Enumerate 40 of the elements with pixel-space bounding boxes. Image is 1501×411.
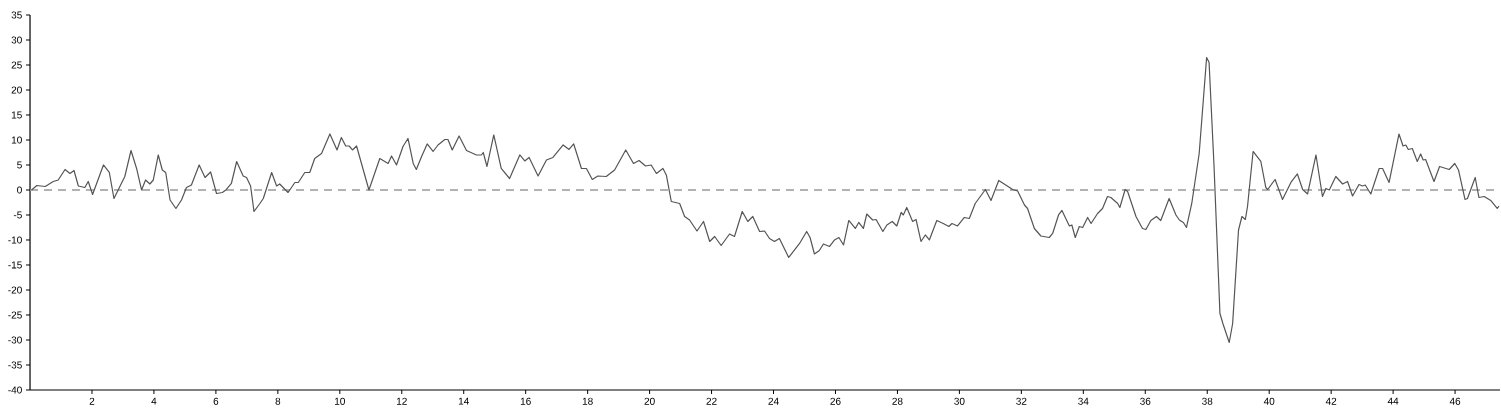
x-tick-label: 28 xyxy=(892,397,903,405)
y-tick-label: 15 xyxy=(11,111,22,119)
x-tick-label: 34 xyxy=(1078,397,1089,405)
x-tick-label: 44 xyxy=(1387,397,1399,405)
x-tick-label: 18 xyxy=(582,397,593,405)
y-tick-label: 35 xyxy=(11,11,22,19)
y-tick-label: -15 xyxy=(8,261,22,269)
x-tick-label: 40 xyxy=(1263,397,1275,405)
x-tick-label: 10 xyxy=(335,397,345,405)
y-tick-label: -25 xyxy=(8,311,22,319)
y-tick-label: 0 xyxy=(17,186,22,194)
x-tick-label: 8 xyxy=(275,397,281,405)
y-tick-label: -30 xyxy=(8,336,22,344)
x-tick-label: 26 xyxy=(830,397,841,405)
x-tick-label: 38 xyxy=(1202,397,1213,405)
y-tick-label: -10 xyxy=(8,236,22,244)
y-tick-label: 20 xyxy=(11,86,22,94)
x-tick-label: 22 xyxy=(706,397,717,405)
x-tick-label: 2 xyxy=(89,397,95,405)
x-tick-label: 14 xyxy=(458,397,469,405)
y-tick-label: -40 xyxy=(8,386,22,394)
x-tick-label: 20 xyxy=(644,397,655,405)
y-tick-label: 30 xyxy=(11,36,22,44)
x-tick-label: 42 xyxy=(1325,397,1337,405)
x-tick-label: 24 xyxy=(768,397,779,405)
y-tick-label: 5 xyxy=(17,161,22,169)
x-tick-label: 32 xyxy=(1016,397,1027,405)
x-tick-label: 30 xyxy=(954,397,965,405)
y-tick-label: 10 xyxy=(11,136,22,144)
x-tick-label: 12 xyxy=(396,397,407,405)
x-tick-label: 36 xyxy=(1140,397,1151,405)
line-series xyxy=(30,56,1500,344)
x-tick-label: 6 xyxy=(213,397,219,405)
y-tick-label: -5 xyxy=(13,211,22,219)
y-tick-label: 25 xyxy=(11,61,22,69)
x-tick-label: 46 xyxy=(1449,397,1461,405)
x-tick-label: 16 xyxy=(520,397,531,405)
y-tick-label: -20 xyxy=(8,286,22,294)
y-tick-label: -35 xyxy=(8,361,22,369)
x-tick-label: 4 xyxy=(151,397,157,405)
